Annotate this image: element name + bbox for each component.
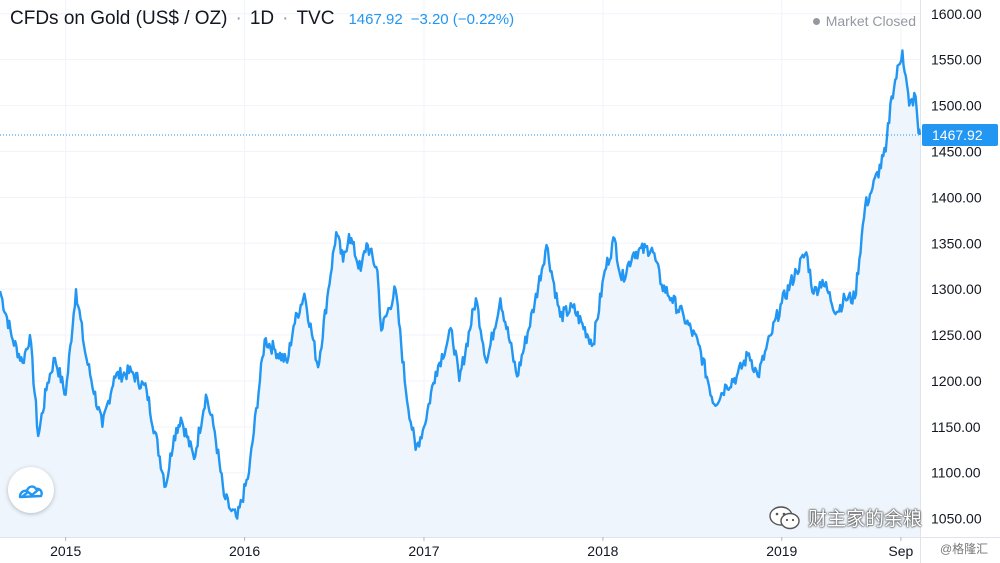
y-tick-label: 1550.00	[931, 52, 982, 68]
last-price: 1467.92	[348, 11, 403, 28]
y-tick-label: 1300.00	[931, 281, 982, 297]
status-dot-icon	[812, 17, 820, 25]
market-status-label: Market Closed	[825, 13, 916, 29]
watermark-secondary: @格隆汇	[940, 542, 989, 556]
y-tick-label: 1600.00	[931, 6, 982, 22]
wechat-icon	[769, 505, 800, 529]
price-line[interactable]	[0, 49, 922, 520]
source-label: TVC	[296, 8, 335, 29]
tradingview-logo-button[interactable]	[8, 467, 54, 513]
header-separator: ·	[235, 8, 242, 29]
price-change: −3.20 (−0.22%)	[410, 11, 515, 28]
last-price-tag: 1467.92	[922, 124, 998, 147]
y-tick-label: 1250.00	[931, 327, 982, 343]
x-tick-label: 2015	[50, 543, 81, 559]
interval-label[interactable]: 1D	[249, 8, 275, 29]
y-tick-label: 1050.00	[931, 511, 982, 527]
last-price-tag-text: 1467.92	[932, 127, 983, 143]
y-tick-label: 1200.00	[931, 373, 982, 389]
x-tick-label: 2017	[408, 543, 439, 559]
last-price-tag-bg	[922, 124, 998, 147]
chart-header: CFDs on Gold (US$ / OZ) · 1D · TVC 1467.…	[10, 8, 514, 34]
symbol-title[interactable]: CFDs on Gold (US$ / OZ)	[10, 8, 228, 29]
market-status: Market Closed	[812, 13, 916, 29]
x-tick-label: 2018	[587, 543, 618, 559]
x-tick-label: 2019	[766, 543, 797, 559]
cloud-logo-icon	[18, 485, 43, 499]
y-tick-label: 1500.00	[931, 98, 982, 114]
y-tick-label: 1150.00	[931, 419, 981, 435]
y-axis[interactable]: 1050.00 1100.00 1150.00 1200.00 1250.00 1300.…	[931, 6, 982, 527]
y-tick-label: 1350.00	[931, 235, 982, 251]
x-axis[interactable]: 2015 2016 2017 2018 2019 Sep	[50, 537, 914, 559]
watermark-primary-text: 财主家的余粮	[808, 509, 923, 530]
y-tick-label: 1100.00	[931, 465, 981, 481]
y-tick-label: 1450.00	[931, 143, 982, 159]
watermark-primary: 财主家的余粮	[768, 504, 922, 531]
x-tick-label: 2016	[229, 543, 260, 559]
price-area-fill	[0, 50, 920, 537]
header-separator-2: ·	[282, 8, 289, 29]
x-tick-label: Sep	[888, 543, 913, 559]
y-tick-label: 1400.00	[931, 189, 982, 205]
